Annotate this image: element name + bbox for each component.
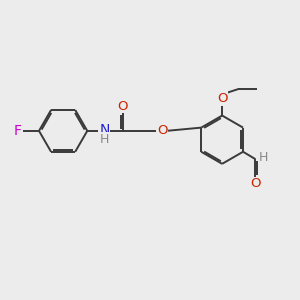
Text: O: O	[157, 124, 167, 137]
Text: O: O	[117, 100, 128, 112]
Text: H: H	[259, 151, 268, 164]
Text: O: O	[217, 92, 227, 105]
Text: H: H	[100, 133, 109, 146]
Text: F: F	[14, 124, 22, 138]
Text: O: O	[250, 177, 261, 190]
Text: N: N	[99, 123, 110, 137]
